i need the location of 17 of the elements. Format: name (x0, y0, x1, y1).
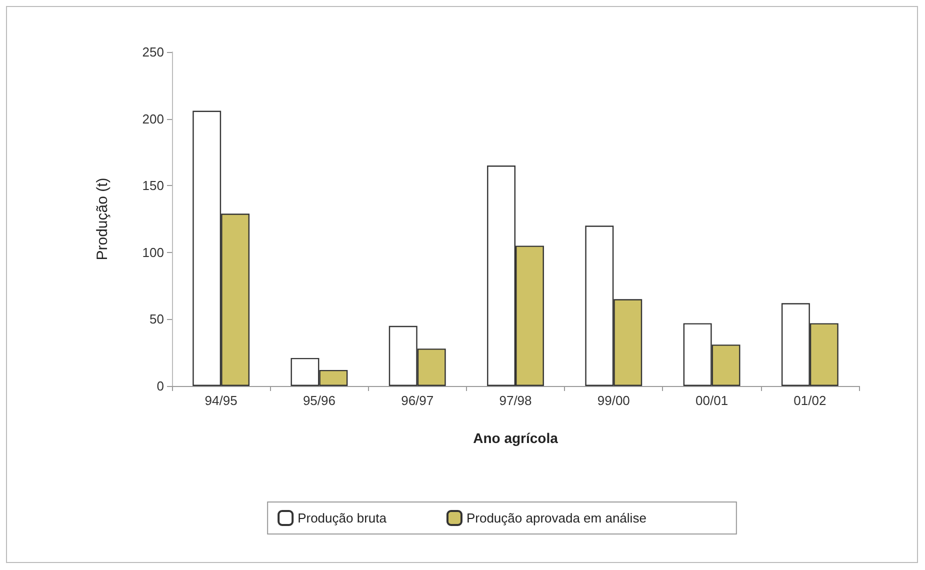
x-tick-label: 97/98 (499, 393, 532, 408)
x-tick-label: 94/95 (204, 393, 238, 408)
y-tick-label: 0 (156, 378, 164, 394)
legend-label: Produção aprovada em análise (466, 510, 646, 526)
y-tick-label: 150 (142, 178, 164, 194)
y-tick-label: 200 (142, 111, 164, 126)
x-tick-label: 01/02 (794, 393, 826, 408)
x-axis-title: Ano agrícola (473, 430, 558, 446)
x-tick-label: 99/00 (597, 393, 630, 408)
x-tick-label: 00/01 (696, 393, 728, 408)
y-axis-title: Produção (t) (94, 178, 111, 260)
x-tick-label: 96/97 (401, 393, 434, 408)
y-tick-label: 250 (142, 44, 164, 60)
y-tick-label: 100 (142, 244, 164, 260)
y-tick-label: 50 (150, 312, 164, 327)
x-tick-label: 95/96 (302, 393, 336, 408)
legend-label: Produção bruta (298, 510, 388, 526)
